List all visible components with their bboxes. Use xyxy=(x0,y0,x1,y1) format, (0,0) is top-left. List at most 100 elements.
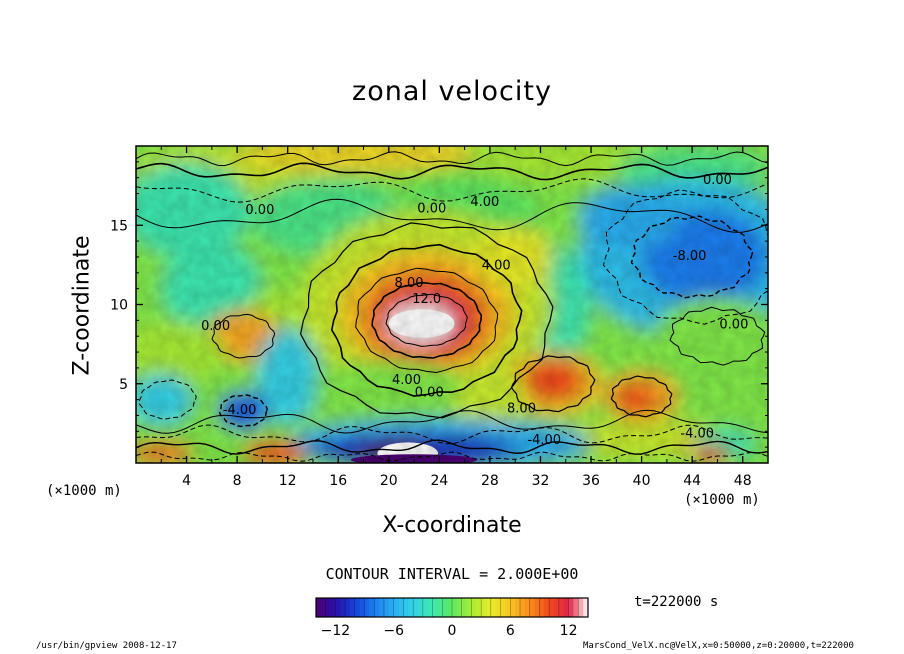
y-unit-label: (×1000 m) xyxy=(46,483,122,499)
colorbar-tick-label: −12 xyxy=(321,623,351,639)
colorbar-segment xyxy=(408,598,414,617)
colorbar-segment xyxy=(427,598,434,617)
x-tick-label: 8 xyxy=(233,473,242,489)
contour-label: 12.0 xyxy=(412,292,441,307)
colorbar-segment xyxy=(330,598,337,617)
colorbar-segment xyxy=(345,598,351,617)
colorbar-segment xyxy=(461,598,468,617)
contour-label: -4.00 xyxy=(527,433,561,448)
colorbar-tick-label: −6 xyxy=(383,623,404,639)
colorbar-segment xyxy=(505,598,511,617)
colorbar-segment xyxy=(563,598,570,617)
colorbar-segment xyxy=(524,598,531,617)
colorbar-tick-label: 12 xyxy=(560,623,578,639)
colorbar-segment xyxy=(481,598,487,617)
colorbar-segment xyxy=(413,598,419,617)
colorbar-segment xyxy=(320,598,327,617)
colorbar-segment xyxy=(398,598,405,617)
colorbar-segment xyxy=(568,598,575,617)
contour-label: -4.00 xyxy=(680,427,714,442)
colorbar-segment xyxy=(520,598,526,617)
contour-label: 8.00 xyxy=(507,401,536,416)
colorbar-segment xyxy=(447,598,453,617)
colorbar-segment xyxy=(374,598,380,617)
contour-lines xyxy=(136,151,768,462)
footer-right: MarsCond_VelX.nc@VelX,x=0:50000,z=0:2000… xyxy=(583,641,854,651)
colorbar-segment xyxy=(558,598,565,617)
colorbar-segment xyxy=(490,598,497,617)
x-tick-label: 44 xyxy=(683,473,701,489)
colorbar-segment xyxy=(418,598,424,617)
x-tick-label: 24 xyxy=(430,473,448,489)
x-tick-label: 48 xyxy=(734,473,752,489)
colorbar-segment xyxy=(452,598,458,617)
colorbar-segment xyxy=(442,598,448,617)
colorbar-segment xyxy=(340,598,346,617)
colorbar-segment xyxy=(359,598,366,617)
colorbar-segment xyxy=(495,598,502,617)
x-tick-label: 12 xyxy=(279,473,297,489)
contour-label: 0.00 xyxy=(703,173,732,188)
y-axis-label: Z-coordinate xyxy=(69,235,95,376)
colorbar-segment xyxy=(554,598,560,617)
colorbar-segment xyxy=(316,598,322,617)
x-tick-label: 16 xyxy=(329,473,347,489)
contour-label: 4.00 xyxy=(482,259,511,274)
colorbar-frame xyxy=(315,597,589,618)
x-tick-label: 32 xyxy=(532,473,550,489)
colorbar-segment xyxy=(350,598,356,617)
x-tick-label: 4 xyxy=(182,473,191,489)
contour-label: 4.00 xyxy=(392,373,421,388)
colorbar-segment xyxy=(354,598,361,617)
contour-label: 0.00 xyxy=(245,203,274,218)
colorbar-segment xyxy=(510,598,516,617)
colorbar-segment xyxy=(529,598,536,617)
y-tick-label: 15 xyxy=(110,218,128,234)
colorbar-segment xyxy=(476,598,482,617)
colorbar-segment xyxy=(335,598,341,617)
contour-interval: CONTOUR INTERVAL = 2.000E+00 xyxy=(325,565,579,583)
x-tick-label: 40 xyxy=(633,473,651,489)
colorbar-segment xyxy=(539,598,545,617)
colorbar-segment xyxy=(388,598,395,617)
colorbar-segment xyxy=(393,598,400,617)
colorbar-segment xyxy=(486,598,492,617)
colorbar-segment xyxy=(369,598,375,617)
colorbar-segment xyxy=(325,598,332,617)
contour-label: -4.00 xyxy=(223,403,257,418)
time-label: t=222000 s xyxy=(634,594,719,610)
colorbar-segment xyxy=(515,598,521,617)
colorbar-tick-label: 6 xyxy=(506,623,515,639)
footer-left: /usr/bin/gpview 2008-12-17 xyxy=(36,641,177,651)
contour-label: 0.00 xyxy=(201,319,230,334)
colorbar-segment xyxy=(544,598,550,617)
contour-label: 4.00 xyxy=(470,195,499,210)
colorbar-segment xyxy=(422,598,429,617)
colorbar-segment xyxy=(403,598,409,617)
x-axis-label: X-coordinate xyxy=(382,513,522,538)
x-tick-label: 20 xyxy=(380,473,398,489)
colorbar-segment xyxy=(573,598,579,617)
colorbar-segment xyxy=(549,598,555,617)
colorbar-segment xyxy=(379,598,385,617)
colorbar-segment xyxy=(578,598,584,617)
colorbar-segment xyxy=(437,598,443,617)
colorbar-segment xyxy=(432,598,439,617)
y-tick-label: 10 xyxy=(110,298,128,314)
x-tick-label: 36 xyxy=(582,473,600,489)
x-unit-label: (×1000 m) xyxy=(684,492,760,508)
contour-label: 0.00 xyxy=(719,317,748,332)
x-tick-label: 28 xyxy=(481,473,499,489)
velocity-field xyxy=(136,146,768,463)
colorbar-segment xyxy=(583,598,589,617)
contour-label: 0.00 xyxy=(415,385,444,400)
colorbar-segment xyxy=(534,598,541,617)
colorbar-segment xyxy=(466,598,473,617)
colorbar-segment xyxy=(364,598,371,617)
contour-label: 0.00 xyxy=(417,202,446,217)
colorbar-segment xyxy=(500,598,507,617)
chart-title: zonal velocity xyxy=(352,76,552,107)
